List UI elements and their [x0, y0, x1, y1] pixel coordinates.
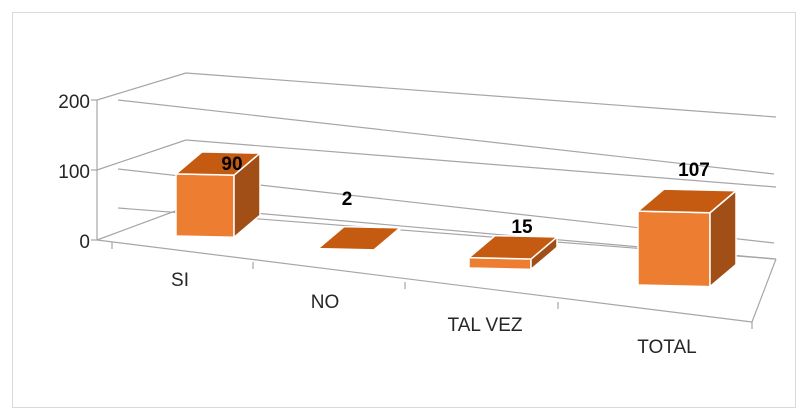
bar-no	[316, 225, 402, 253]
bars	[174, 151, 738, 289]
bar-front-si	[175, 173, 235, 239]
left-wall-top	[96, 72, 187, 101]
gridline-200	[117, 99, 775, 175]
x-axis-categories: SI NO TAL VEZ TOTAL	[171, 270, 697, 358]
bar-top-no	[316, 225, 402, 251]
floor-right-edge	[751, 258, 777, 323]
bar-si	[174, 151, 262, 239]
gridline-100-back	[185, 139, 777, 188]
data-label-no: 2	[342, 189, 353, 210]
y-tick-label-0: 0	[79, 232, 90, 253]
category-label-no: NO	[311, 292, 340, 313]
bar-top-tal-vez	[467, 234, 559, 260]
data-label-total: 107	[678, 160, 710, 181]
gridline-200-back	[185, 72, 777, 118]
bar-total	[636, 188, 738, 289]
data-label-si: 90	[221, 154, 242, 175]
y-tick-label-1: 100	[58, 162, 90, 183]
bar-top-total	[636, 188, 738, 214]
y-tick-label-2: 200	[58, 92, 90, 113]
bar-front-total	[637, 210, 711, 288]
axes	[91, 72, 777, 329]
y-axis-ticks: 0 100 200	[58, 92, 90, 253]
data-labels: 90 2 15 107	[221, 154, 709, 238]
x-axis-line	[96, 239, 753, 323]
data-label-tal-vez: 15	[511, 217, 533, 238]
left-wall-bottom	[96, 206, 187, 241]
category-label-si: SI	[171, 270, 189, 291]
bar-top-si	[174, 151, 262, 176]
category-label-tal-vez: TAL VEZ	[448, 315, 523, 336]
left-wall-mid	[96, 139, 187, 171]
category-label-total: TOTAL	[637, 337, 696, 358]
bar-tal-vez	[467, 234, 559, 271]
